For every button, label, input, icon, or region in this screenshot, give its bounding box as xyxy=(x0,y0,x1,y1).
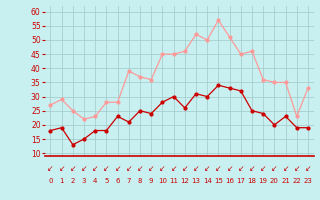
Text: ↙: ↙ xyxy=(171,164,177,173)
Text: ↙: ↙ xyxy=(159,164,165,173)
Text: ↙: ↙ xyxy=(115,164,121,173)
Text: ↙: ↙ xyxy=(59,164,65,173)
Text: ↙: ↙ xyxy=(294,164,300,173)
Text: ↙: ↙ xyxy=(148,164,154,173)
Text: ↙: ↙ xyxy=(271,164,277,173)
Text: ↙: ↙ xyxy=(305,164,311,173)
Text: ↙: ↙ xyxy=(193,164,199,173)
Text: ↙: ↙ xyxy=(81,164,87,173)
Text: ↙: ↙ xyxy=(249,164,255,173)
Text: ↙: ↙ xyxy=(238,164,244,173)
Text: ↙: ↙ xyxy=(283,164,289,173)
Text: ↙: ↙ xyxy=(70,164,76,173)
Text: ↙: ↙ xyxy=(47,164,53,173)
Text: ↙: ↙ xyxy=(215,164,221,173)
Text: ↙: ↙ xyxy=(92,164,98,173)
Text: ↙: ↙ xyxy=(182,164,188,173)
Text: ↙: ↙ xyxy=(126,164,132,173)
Text: ↙: ↙ xyxy=(227,164,233,173)
Text: ↙: ↙ xyxy=(103,164,109,173)
Text: ↙: ↙ xyxy=(137,164,143,173)
Text: ↙: ↙ xyxy=(260,164,266,173)
Text: ↙: ↙ xyxy=(204,164,210,173)
